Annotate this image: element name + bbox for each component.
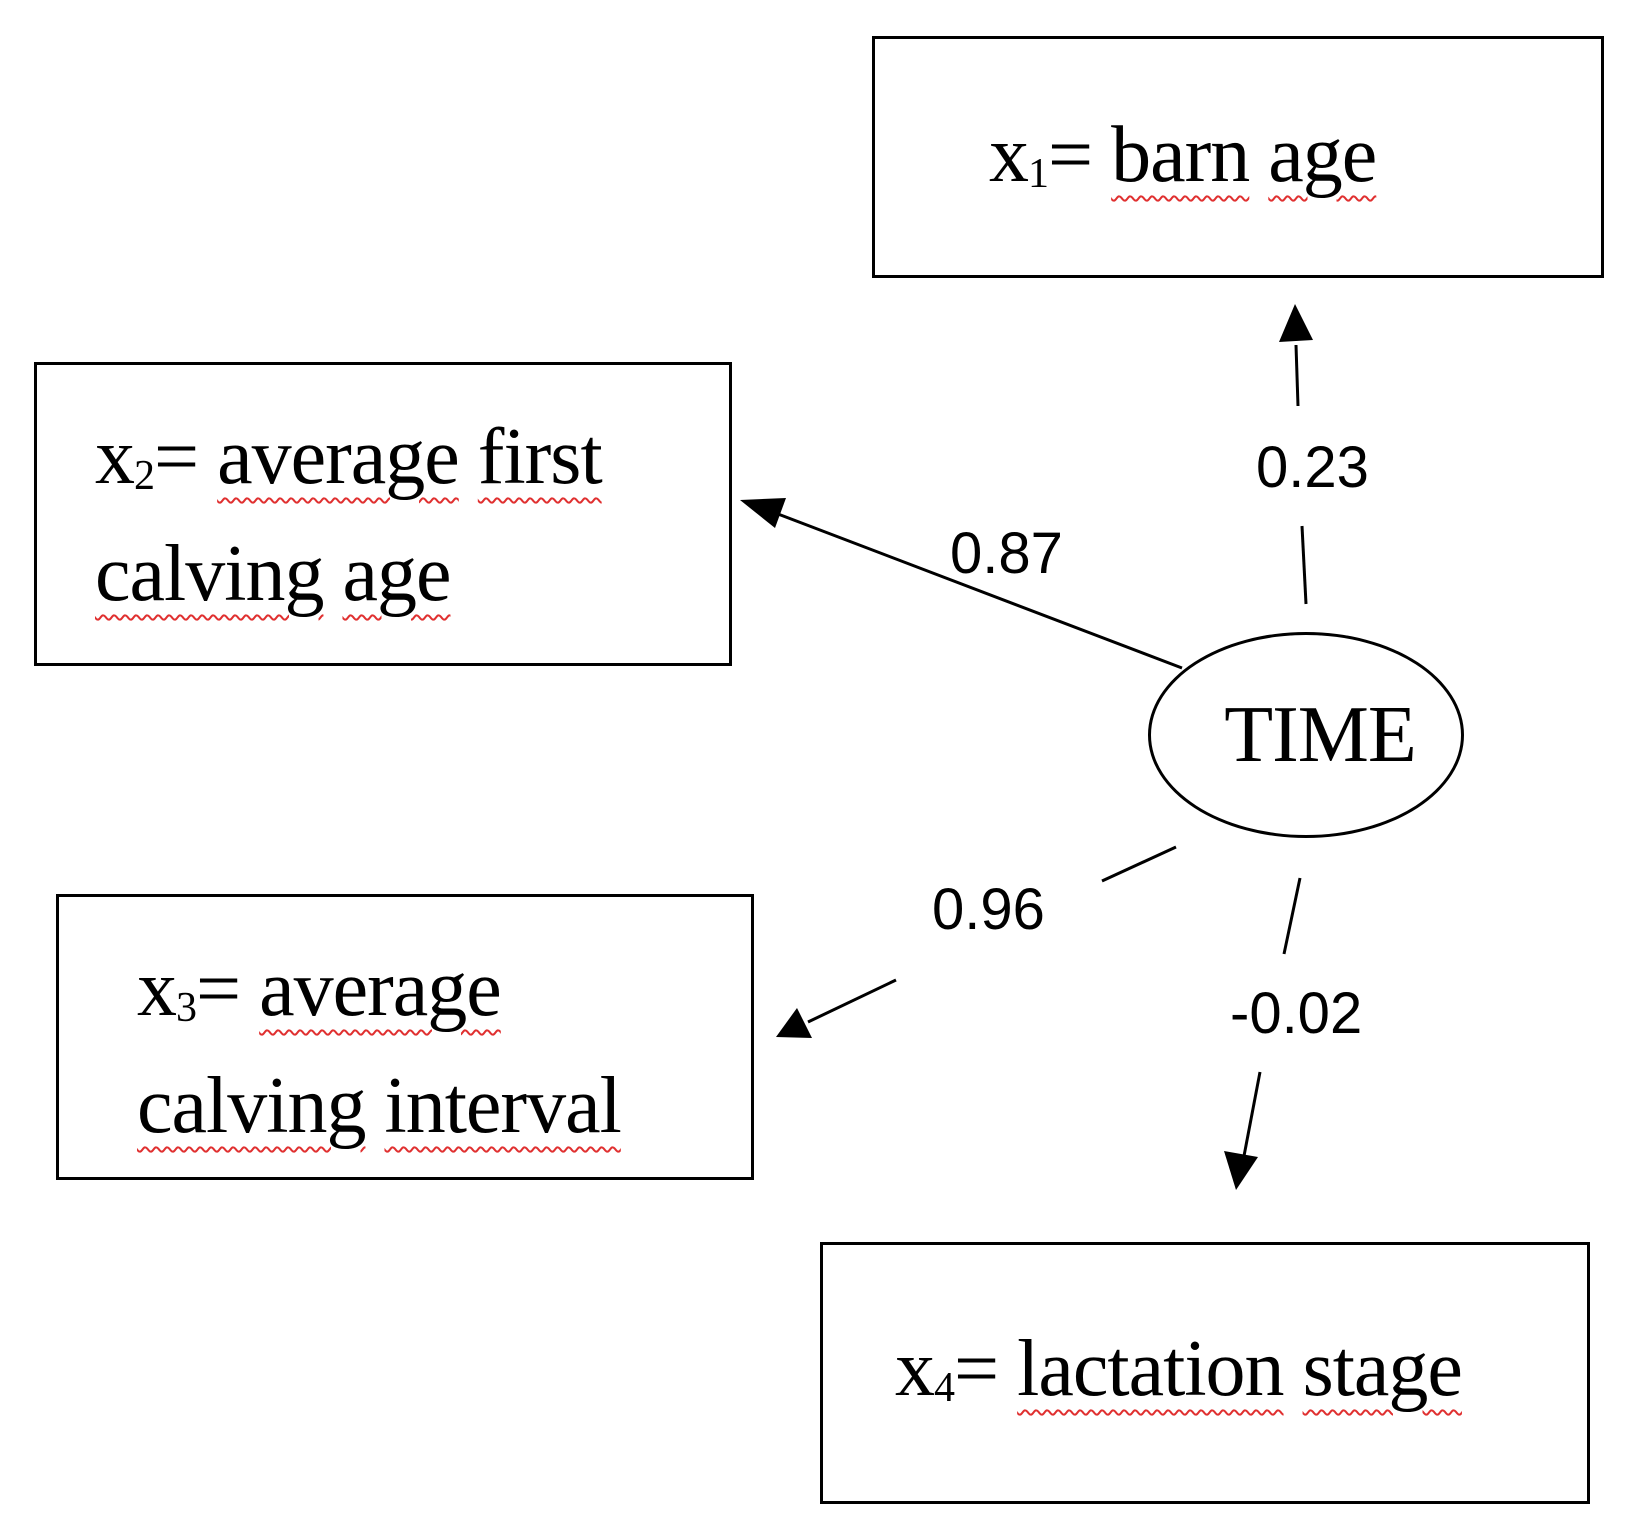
indicator-box-x4: x4= lactation stage	[820, 1242, 1590, 1504]
indicator-box-x2: x2= average first calving age	[34, 362, 732, 666]
arrowhead-x4	[1224, 1151, 1258, 1190]
indicator-label-x3: x3= average calving interval	[137, 945, 622, 1150]
indicator-box-x1: x1= barn age	[872, 36, 1604, 278]
arrowhead-x1	[1279, 304, 1313, 342]
loading-x3: 0.96	[926, 878, 1051, 942]
latent-variable-label: TIME	[1224, 690, 1417, 779]
loading-x1: 0.23	[1250, 436, 1375, 500]
arrow-x1-lower	[1300, 525, 1308, 605]
arrowhead-x2	[740, 498, 786, 528]
loading-x4: -0.02	[1224, 982, 1369, 1046]
arrow-x1-upper	[1294, 344, 1300, 407]
arrow-x4-lower	[1242, 1071, 1262, 1157]
arrowhead-x3	[776, 1008, 812, 1038]
arrow-x3-lower	[807, 978, 897, 1024]
indicator-label-x4: x4= lactation stage	[895, 1325, 1463, 1413]
loading-x2: 0.87	[950, 521, 1063, 586]
indicator-label-x2: x2= average first calving age	[95, 413, 603, 618]
indicator-box-x3: x3= average calving interval	[56, 894, 754, 1180]
latent-variable-ellipse: TIME	[1148, 632, 1464, 838]
arrow-x4-upper	[1282, 877, 1302, 955]
arrow-x2	[777, 512, 1183, 670]
indicator-label-x1: x1= barn age	[989, 111, 1377, 199]
arrow-x3-upper	[1101, 845, 1177, 883]
